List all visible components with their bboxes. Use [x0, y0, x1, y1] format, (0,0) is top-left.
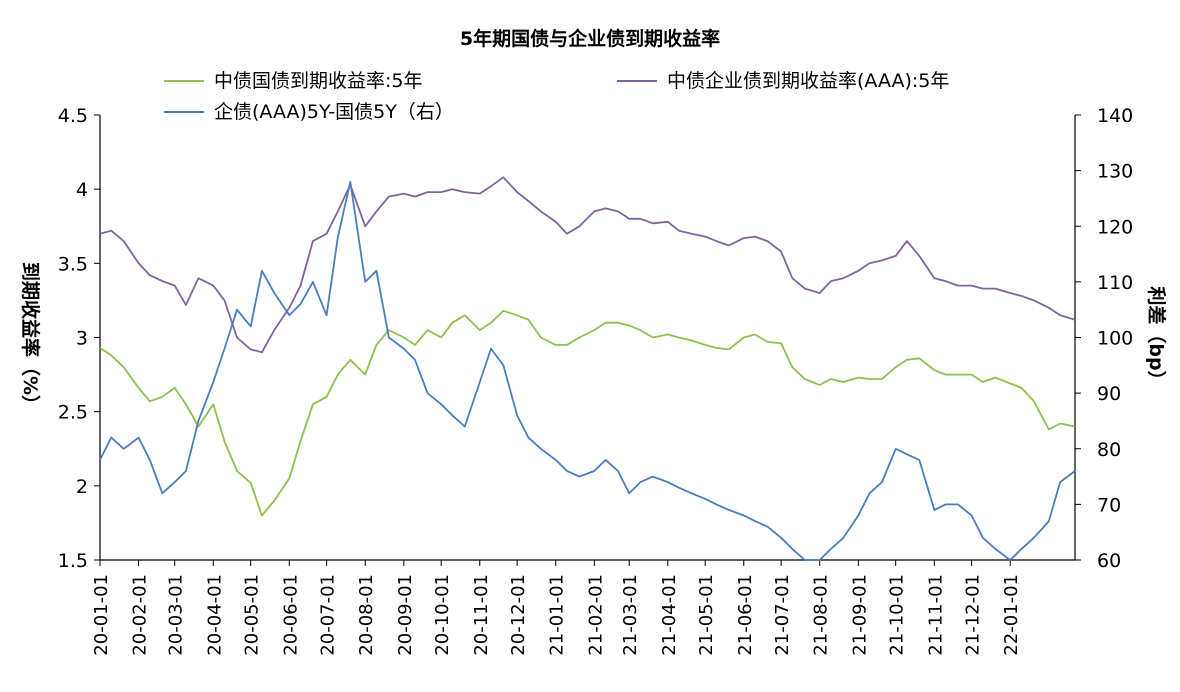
y-right-tick-label: 120 [1097, 216, 1133, 238]
x-tick-label: 20-01-01 [91, 574, 112, 656]
y-left-tick-label: 4.5 [58, 105, 88, 127]
y-left-tick-label: 3 [76, 328, 88, 350]
x-tick-label: 21-10-01 [887, 574, 908, 656]
y-axis-right-title: 利差（bp） [1145, 286, 1168, 389]
x-tick-label: 21-07-01 [772, 574, 793, 656]
x-tick-label: 21-04-01 [659, 574, 680, 656]
x-tick-label: 21-12-01 [963, 574, 984, 656]
series-line-3 [99, 180, 1076, 561]
y-left-tick-label: 4 [76, 179, 88, 201]
legend-label-3: 企债(AAA)5Y-国债5Y（右） [214, 101, 454, 123]
series-line-2 [99, 176, 1076, 354]
y-axis-left-title-text: 到期收益率（%） [19, 262, 42, 414]
y-left-tick-label: 3.5 [58, 253, 88, 275]
x-tick-label: 20-08-01 [356, 574, 377, 656]
y-left-tick-label: 1.5 [58, 550, 88, 572]
x-tick-label: 20-04-01 [204, 574, 225, 656]
legend-label-1: 中债国债到期收益率:5年 [214, 70, 423, 92]
y-axis-right-title-text: 利差（bp） [1145, 286, 1168, 389]
x-tick-label: 21-08-01 [811, 574, 832, 656]
x-tick-label: 20-12-01 [508, 574, 529, 656]
x-tick-label: 20-02-01 [130, 574, 151, 656]
chart-title: 5年期国债与企业债到期收益率 [460, 27, 720, 50]
x-tick-label: 21-11-01 [925, 574, 946, 656]
x-tick-label: 21-09-01 [849, 574, 870, 656]
x-tick-label: 21-03-01 [620, 574, 641, 656]
x-tick-label: 21-06-01 [735, 574, 756, 656]
y-left-tick-label: 2.5 [58, 402, 88, 424]
y-right-tick-label: 60 [1097, 550, 1121, 572]
y-axis-right-ticks: 60 70 80 90 100 110 120 130 140 [1075, 105, 1133, 572]
y-left-tick-label: 2 [76, 476, 88, 498]
x-tick-label: 20-09-01 [395, 574, 416, 656]
x-tick-label: 21-02-01 [585, 574, 606, 656]
y-axis-left-title: 到期收益率（%） [19, 262, 42, 414]
x-tick-label: 20-03-01 [166, 574, 187, 656]
x-axis-ticks: 20-01-01 20-02-01 20-03-01 20-04-01 20-05-01… [91, 560, 1022, 656]
x-tick-label: 22-01-01 [1001, 574, 1022, 656]
series-layer [99, 176, 1076, 561]
x-tick-label: 21-01-01 [547, 574, 568, 656]
y-right-tick-label: 100 [1097, 328, 1133, 350]
series-line-1 [99, 309, 1076, 517]
x-tick-label: 20-06-01 [280, 574, 301, 656]
y-right-tick-label: 140 [1097, 105, 1133, 127]
x-tick-label: 20-05-01 [242, 574, 263, 656]
y-right-tick-label: 110 [1097, 272, 1133, 294]
x-tick-label: 20-10-01 [432, 574, 453, 656]
legend: 中债国债到期收益率:5年 中债企业债到期收益率(AAA):5年企债(AAA)5Y-… [164, 70, 949, 123]
y-right-tick-label: 130 [1097, 161, 1133, 183]
y-right-tick-label: 70 [1097, 494, 1121, 516]
y-right-tick-label: 80 [1097, 439, 1121, 461]
y-axis-left-ticks: 1.5 2 2.5 3 3.5 4 4.5 [58, 105, 100, 572]
x-tick-label: 21-05-01 [696, 574, 717, 656]
legend-label-2: 中债企业债到期收益率(AAA):5年 [667, 70, 949, 92]
y-right-tick-label: 90 [1097, 383, 1121, 405]
x-tick-label: 20-11-01 [471, 574, 492, 656]
x-tick-label: 20-07-01 [318, 574, 339, 656]
